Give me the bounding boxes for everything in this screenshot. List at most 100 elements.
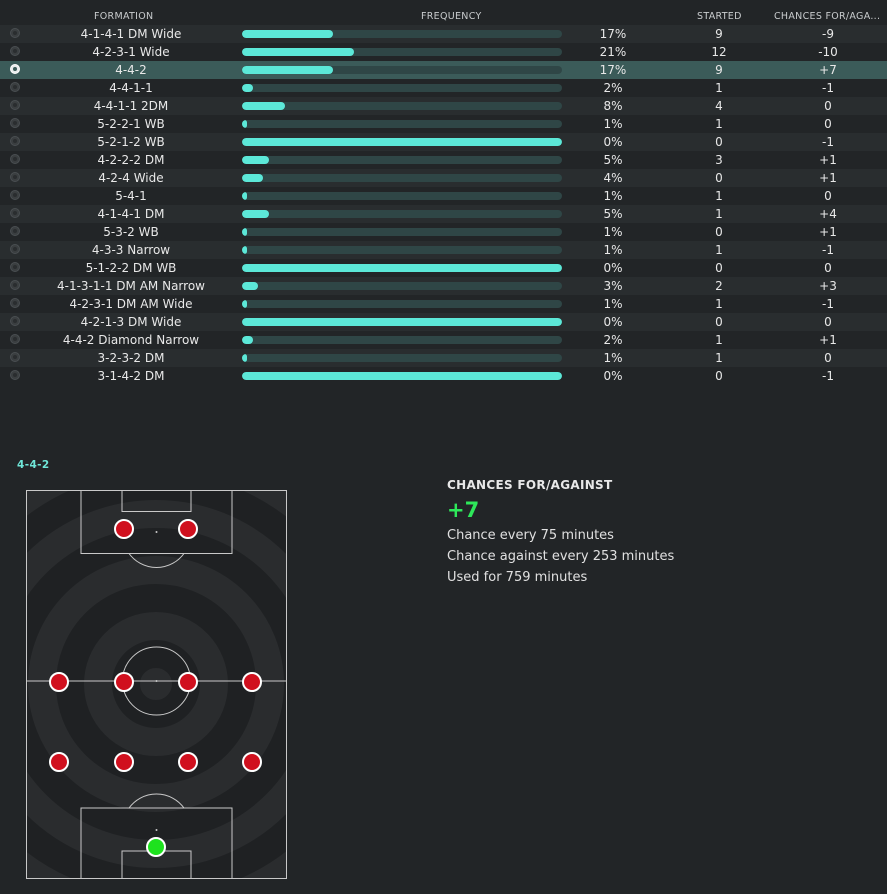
chances-value: 0 [824, 117, 832, 131]
row-radio[interactable] [10, 82, 20, 92]
player-defender-center-left[interactable] [114, 752, 134, 772]
table-row[interactable]: 4-4-1-1 2% 1 -1 [0, 79, 887, 97]
header-formation[interactable]: FORMATION [94, 11, 154, 22]
row-radio[interactable] [10, 370, 20, 380]
player-defender-right[interactable] [242, 752, 262, 772]
pitch-title: 4-4-2 [17, 459, 50, 471]
header-chances[interactable]: CHANCES FOR/AGA... [774, 11, 881, 22]
frequency-percent: 21% [599, 45, 627, 59]
row-radio[interactable] [10, 280, 20, 290]
formation-name: 4-4-1-1 [109, 81, 153, 95]
row-radio[interactable] [10, 334, 20, 344]
started-count: 1 [715, 207, 723, 221]
table-row[interactable]: 4-2-3-1 DM AM Wide 1% 1 -1 [0, 295, 887, 313]
table-row[interactable]: 3-2-3-2 DM 1% 1 0 [0, 349, 887, 367]
formation-name: 4-2-3-1 Wide [92, 45, 170, 59]
row-radio[interactable] [10, 64, 20, 74]
player-defender-center-right[interactable] [178, 752, 198, 772]
row-radio[interactable] [10, 136, 20, 146]
row-radio[interactable] [10, 352, 20, 362]
formation-name: 4-4-1-1 2DM [93, 99, 169, 113]
frequency-bar-fill [242, 30, 333, 38]
row-radio[interactable] [10, 154, 20, 164]
frequency-bar [242, 282, 562, 290]
started-count: 1 [715, 351, 723, 365]
summary-chance-against: Chance against every 253 minutes [447, 549, 675, 564]
table-row[interactable]: 5-3-2 WB 1% 0 +1 [0, 223, 887, 241]
frequency-bar-fill [242, 210, 269, 218]
formation-name: 4-1-3-1-1 DM AM Narrow [57, 279, 205, 293]
row-radio[interactable] [10, 244, 20, 254]
row-radio[interactable] [10, 28, 20, 38]
frequency-bar [242, 372, 562, 380]
row-radio[interactable] [10, 262, 20, 272]
row-radio[interactable] [10, 316, 20, 326]
table-row[interactable]: 5-2-2-1 WB 1% 1 0 [0, 115, 887, 133]
row-radio[interactable] [10, 208, 20, 218]
chances-value: 0 [824, 189, 832, 203]
started-count: 0 [715, 171, 723, 185]
formation-name: 4-2-2-2 DM [97, 153, 165, 167]
row-radio[interactable] [10, 226, 20, 236]
chances-value: +4 [819, 207, 837, 221]
summary-chance-for: Chance every 75 minutes [447, 528, 614, 543]
table-row[interactable]: 4-4-1-1 2DM 8% 4 0 [0, 97, 887, 115]
started-count: 1 [715, 297, 723, 311]
table-row[interactable]: 4-1-3-1-1 DM AM Narrow 3% 2 +3 [0, 277, 887, 295]
table-row[interactable]: 4-2-4 Wide 4% 0 +1 [0, 169, 887, 187]
player-striker-left[interactable] [114, 519, 134, 539]
chances-value: -1 [822, 135, 834, 149]
row-radio[interactable] [10, 100, 20, 110]
player-midfielder-center-right[interactable] [178, 672, 198, 692]
row-radio[interactable] [10, 298, 20, 308]
table-row[interactable]: 4-3-3 Narrow 1% 1 -1 [0, 241, 887, 259]
frequency-percent: 1% [603, 243, 623, 257]
frequency-percent: 2% [603, 81, 623, 95]
started-count: 0 [715, 225, 723, 239]
frequency-bar-fill [242, 246, 248, 254]
frequency-percent: 17% [599, 63, 627, 77]
table-row[interactable]: 4-2-3-1 Wide 21% 12 -10 [0, 43, 887, 61]
table-row[interactable]: 4-2-1-3 DM Wide 0% 0 0 [0, 313, 887, 331]
player-midfielder-right[interactable] [242, 672, 262, 692]
started-count: 0 [715, 369, 723, 383]
frequency-bar [242, 138, 562, 146]
row-radio[interactable] [10, 172, 20, 182]
frequency-bar [242, 102, 562, 110]
table-row[interactable]: 3-1-4-2 DM 0% 0 -1 [0, 367, 887, 385]
table-row[interactable]: 5-1-2-2 DM WB 0% 0 0 [0, 259, 887, 277]
table-row[interactable]: 4-1-4-1 DM Wide 17% 9 -9 [0, 25, 887, 43]
table-row[interactable]: 5-2-1-2 WB 0% 0 -1 [0, 133, 887, 151]
row-radio[interactable] [10, 190, 20, 200]
chances-value: -1 [822, 243, 834, 257]
formation-name: 4-2-4 Wide [98, 171, 164, 185]
header-started[interactable]: STARTED [697, 11, 742, 22]
frequency-bar [242, 246, 562, 254]
formation-name: 3-1-4-2 DM [97, 369, 165, 383]
frequency-bar-fill [242, 336, 253, 344]
frequency-bar-fill [242, 372, 562, 380]
started-count: 0 [715, 261, 723, 275]
table-row[interactable]: 5-4-1 1% 1 0 [0, 187, 887, 205]
player-midfielder-center-left[interactable] [114, 672, 134, 692]
table-row[interactable]: 4-4-2 17% 9 +7 [0, 61, 887, 79]
row-radio[interactable] [10, 46, 20, 56]
chances-value: -9 [822, 27, 834, 41]
frequency-bar-fill [242, 156, 269, 164]
row-radio[interactable] [10, 118, 20, 128]
formation-name: 4-1-4-1 DM Wide [80, 27, 182, 41]
table-row[interactable]: 4-2-2-2 DM 5% 3 +1 [0, 151, 887, 169]
formation-name: 4-2-3-1 DM AM Wide [69, 297, 193, 311]
player-defender-left[interactable] [49, 752, 69, 772]
pitch-diagram [26, 490, 287, 879]
table-row[interactable]: 4-4-2 Diamond Narrow 2% 1 +1 [0, 331, 887, 349]
player-striker-right[interactable] [178, 519, 198, 539]
frequency-percent: 1% [603, 351, 623, 365]
frequency-bar [242, 156, 562, 164]
chances-value: 0 [824, 351, 832, 365]
frequency-bar-fill [242, 300, 248, 308]
player-midfielder-left[interactable] [49, 672, 69, 692]
table-row[interactable]: 4-1-4-1 DM 5% 1 +4 [0, 205, 887, 223]
header-frequency[interactable]: FREQUENCY [421, 11, 482, 22]
player-goalkeeper[interactable] [146, 837, 166, 857]
